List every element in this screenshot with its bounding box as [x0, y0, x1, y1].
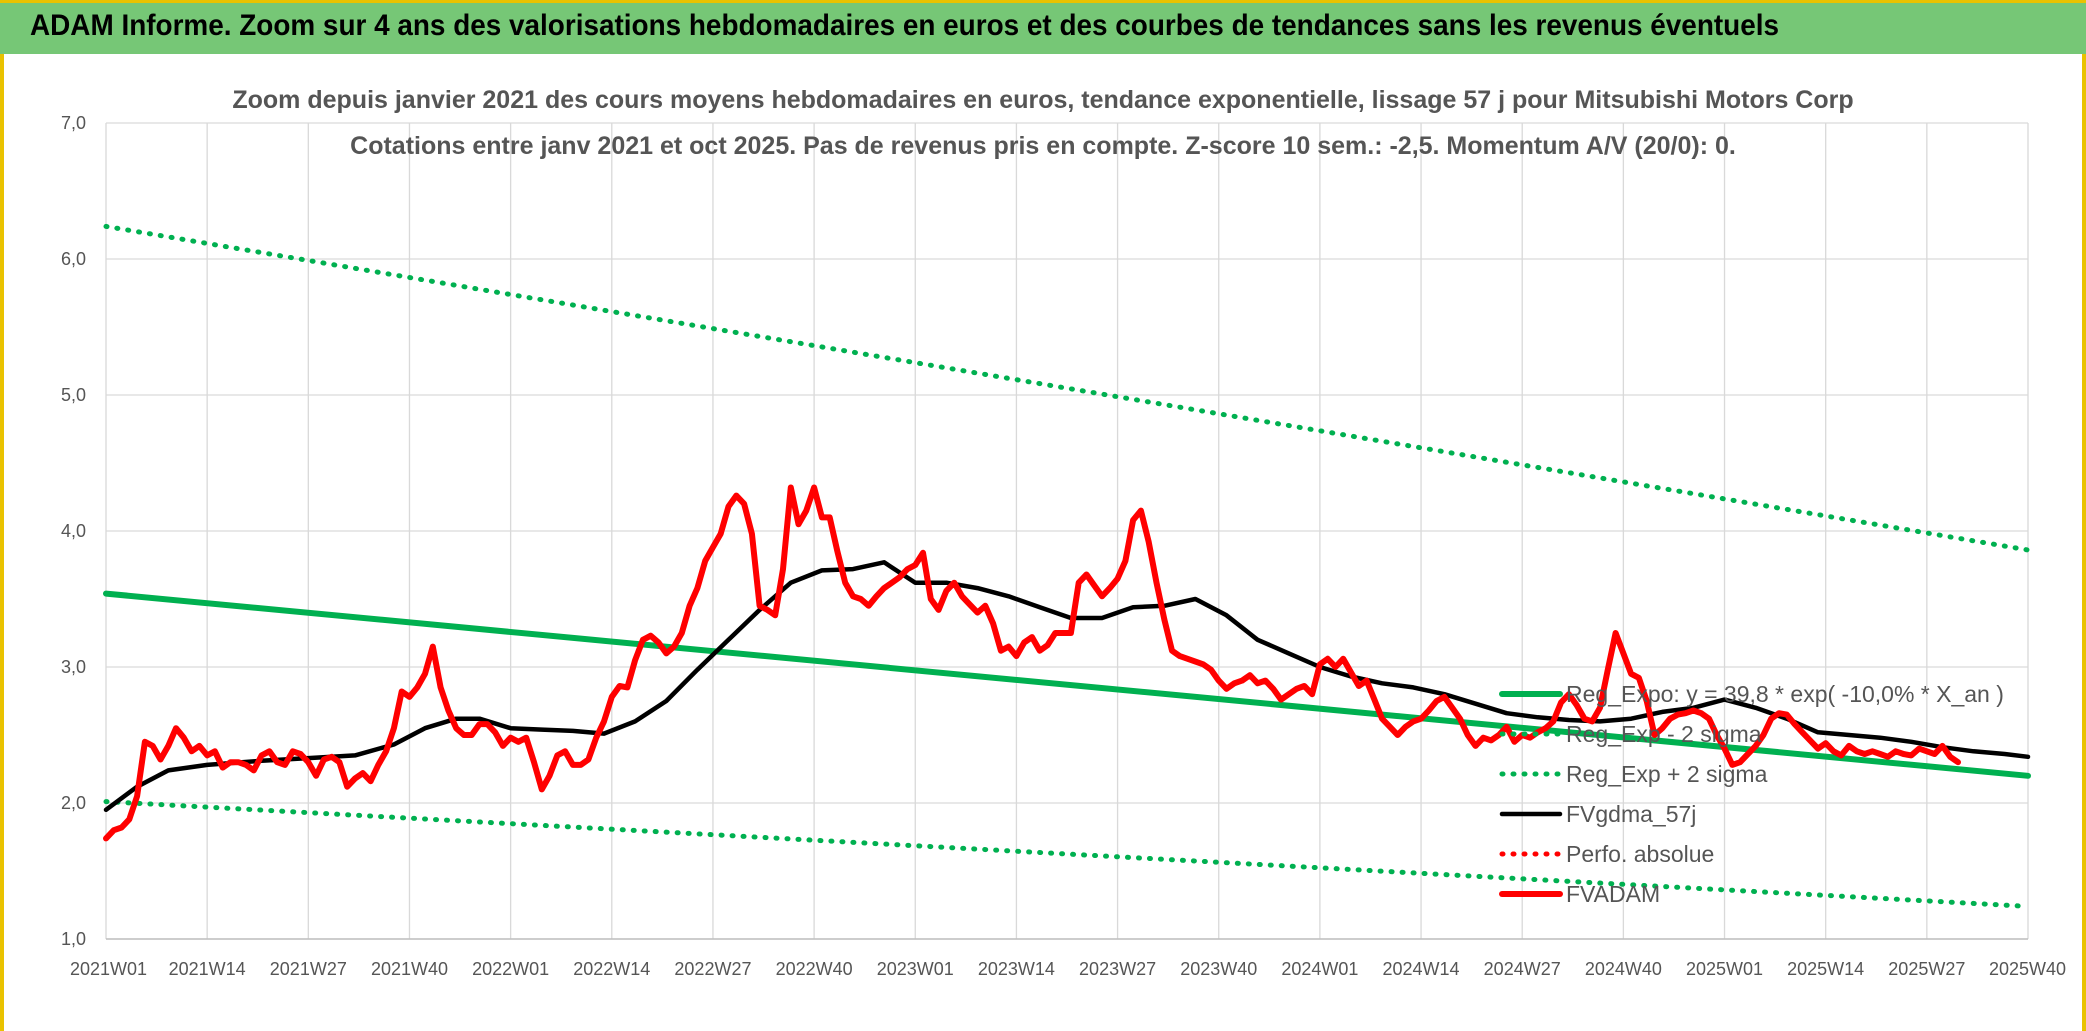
x-tick-label: 2025W14	[1787, 959, 1864, 979]
series-reg-expo	[103, 590, 2031, 779]
x-tick-label: 2021W40	[371, 959, 448, 979]
report-banner: ADAM Informe. Zoom sur 4 ans des valoris…	[0, 0, 2086, 54]
series-fvgdma-57j	[103, 560, 2031, 813]
legend-label: FVADAM	[1566, 881, 1660, 907]
chart-grid	[105, 122, 2029, 940]
legend-label: Reg_Expo: y = 39,8 * exp( -10,0% * X_an …	[1566, 681, 2004, 707]
chart-title-line-1: Zoom depuis janvier 2021 des cours moyen…	[232, 86, 1853, 114]
legend-label: Reg_Exp + 2 sigma	[1566, 761, 1768, 787]
x-tick-label: 2024W14	[1383, 959, 1460, 979]
series-fvadam	[103, 484, 1961, 842]
y-tick-label: 2,0	[61, 793, 86, 813]
x-tick-label: 2025W01	[1686, 959, 1763, 979]
chart-series	[103, 223, 2031, 909]
y-axis-ticks: 1,0 2,0 3,0 4,0 5,0 6,0 7,0	[61, 113, 86, 949]
x-tick-label: 2021W01	[70, 959, 147, 979]
x-tick-label: 2024W27	[1484, 959, 1561, 979]
chart-legend: Reg_Expo: y = 39,8 * exp( -10,0% * X_an …	[1499, 681, 2004, 907]
x-tick-label: 2023W14	[978, 959, 1055, 979]
legend-label: FVgdma_57j	[1566, 801, 1696, 827]
y-tick-label: 4,0	[61, 521, 86, 541]
left-accent-border	[0, 54, 4, 1031]
x-tick-label: 2023W27	[1079, 959, 1156, 979]
x-axis-ticks: 2021W01 2021W14 2021W27 2021W40 2022W01 2022W…	[70, 959, 2066, 979]
x-tick-label: 2024W01	[1281, 959, 1358, 979]
legend-label: Perfo. absolue	[1566, 841, 1714, 867]
series-reg-exp-2-sigma	[103, 223, 2031, 553]
x-tick-label: 2025W40	[1989, 959, 2066, 979]
x-tick-label: 2025W27	[1888, 959, 1965, 979]
y-tick-label: 6,0	[61, 249, 86, 269]
x-tick-label: 2024W40	[1585, 959, 1662, 979]
chart-title-block: Zoom depuis janvier 2021 des cours moyen…	[232, 86, 1853, 160]
x-tick-label: 2022W27	[674, 959, 751, 979]
legend-label: Reg_Exp - 2 sigma	[1566, 721, 1762, 747]
chart-title-line-2: Cotations entre janv 2021 et oct 2025. P…	[350, 132, 1736, 160]
x-tick-label: 2022W40	[776, 959, 853, 979]
y-tick-label: 5,0	[61, 385, 86, 405]
x-tick-label: 2022W01	[472, 959, 549, 979]
right-accent-border	[2082, 54, 2086, 1031]
y-tick-label: 3,0	[61, 657, 86, 677]
y-tick-label: 1,0	[61, 929, 86, 949]
y-tick-label: 7,0	[61, 113, 86, 133]
x-tick-label: 2022W14	[573, 959, 650, 979]
report-title: ADAM Informe. Zoom sur 4 ans des valoris…	[30, 9, 1779, 42]
x-tick-label: 2023W40	[1180, 959, 1257, 979]
x-tick-label: 2021W14	[169, 959, 246, 979]
x-tick-label: 2021W27	[270, 959, 347, 979]
series-reg-exp-2-sigma	[103, 799, 2031, 909]
x-tick-label: 2023W01	[877, 959, 954, 979]
